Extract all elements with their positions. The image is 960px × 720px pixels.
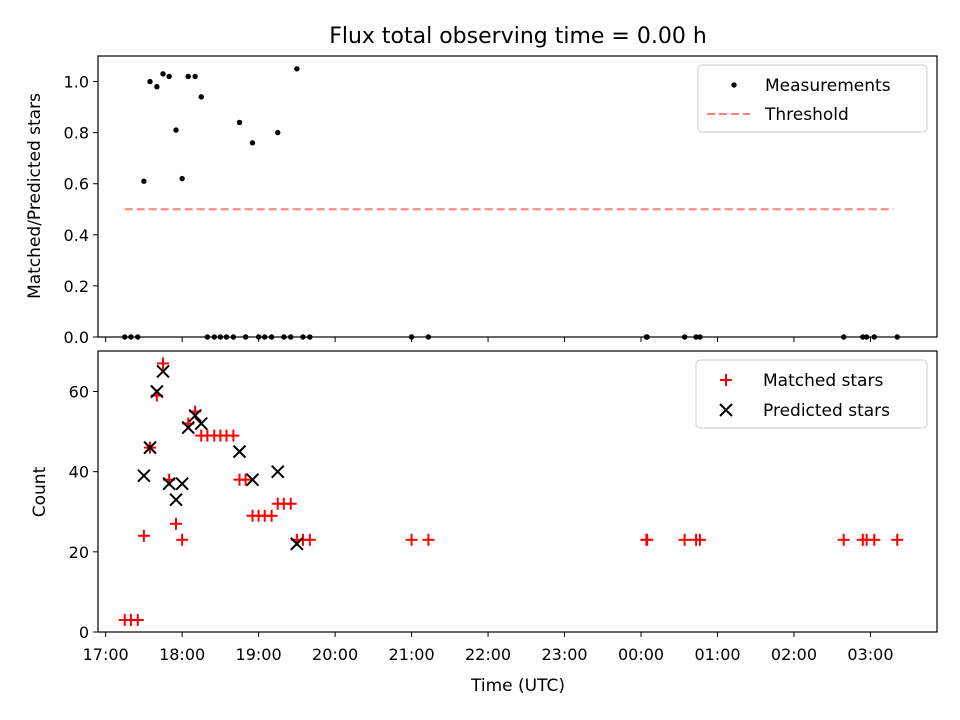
x-tick-label: 02:00 (771, 645, 817, 664)
measurement-point (166, 73, 172, 80)
legend-predicted-label: Predicted stars (763, 401, 890, 421)
matched-star-point (227, 429, 240, 442)
y-tick-label: 1.0 (64, 73, 89, 92)
predicted-star-point (188, 408, 202, 423)
measurement-point (198, 94, 204, 100)
measurement-point (294, 66, 300, 72)
measurement-point (160, 71, 166, 77)
measurement-point (249, 140, 256, 146)
bottom-xlabel: Time (UTC) (470, 676, 565, 696)
bottom-plot-marks (118, 357, 904, 626)
bottom-axes-frame (97, 350, 938, 633)
top-legend: Measurements Threshold (697, 64, 928, 133)
y-tick-label: 40 (69, 463, 89, 482)
predicted-star-point (194, 416, 208, 431)
predicted-star-point (181, 420, 195, 435)
matched-star-point (265, 509, 278, 522)
measurement-point (173, 127, 179, 133)
legend-measurement-marker (731, 82, 737, 88)
predicted-star-point (143, 440, 157, 455)
top-legend-box (697, 64, 928, 133)
matched-star-point (693, 533, 706, 546)
x-tick-label: 23:00 (541, 645, 587, 664)
chart-title: Flux total observing time = 0.00 h (329, 24, 707, 49)
legend-matched-label: Matched stars (763, 371, 883, 391)
predicted-star-point (232, 444, 247, 459)
predicted-star-point (156, 364, 170, 379)
y-tick-label: 0.0 (64, 328, 89, 347)
y-tick-label: 0.4 (64, 226, 89, 245)
top-ylabel: Matched/Predicted stars (25, 93, 45, 299)
matched-star-point (405, 533, 418, 546)
y-tick-label: 0.2 (64, 277, 89, 296)
matched-star-point (868, 533, 881, 546)
legend-predicted-marker (719, 403, 733, 417)
y-tick-label: 0 (79, 623, 89, 642)
x-tick-label: 17:00 (83, 645, 129, 664)
x-tick-label: 20:00 (312, 645, 358, 664)
y-tick-label: 0.8 (64, 124, 89, 143)
x-tick-label: 18:00 (159, 645, 205, 664)
matched-star-point (284, 497, 297, 510)
predicted-star-point (245, 472, 260, 487)
bottom-x-ticks: 17:00 18:00 19:00 20:00 21:00 22:00 23:00 00:00… (83, 632, 894, 664)
matched-star-point (157, 357, 170, 370)
predicted-star-point (175, 476, 189, 491)
predicted-star-point (150, 384, 164, 399)
y-tick-label: 60 (69, 382, 89, 401)
predicted-star-point (137, 468, 151, 483)
matched-star-point (137, 529, 150, 542)
matched-star-point (176, 533, 189, 546)
bottom-panel: Count 0 20 40 60 17:00 18:00 19:00 20:00 21:00 2… (30, 350, 938, 696)
predicted-star-point (271, 464, 285, 479)
bottom-y-ticks: 0 20 40 60 (69, 382, 98, 642)
top-axes-frame (97, 55, 938, 338)
predicted-star-point (169, 493, 183, 507)
measurement-point (179, 175, 185, 182)
y-tick-label: 20 (69, 543, 89, 562)
x-tick-label: 00:00 (618, 645, 664, 664)
matched-star-point (170, 517, 183, 530)
bottom-legend: Matched stars Predicted stars (695, 359, 928, 429)
matched-star-point (303, 533, 316, 546)
measurement-point (192, 73, 198, 80)
x-tick-label: 01:00 (694, 645, 740, 664)
predicted-star-point (290, 537, 304, 551)
matched-star-point (891, 533, 904, 546)
y-tick-label: 0.6 (64, 175, 89, 194)
matched-star-point (678, 533, 691, 546)
matched-star-point (131, 613, 144, 626)
top-y-ticks: 0.0 0.2 0.4 0.6 0.8 1.0 (64, 73, 98, 347)
legend-measurements-label: Measurements (765, 76, 891, 96)
matched-star-point (422, 533, 435, 546)
x-tick-label: 21:00 (389, 645, 435, 664)
measurement-point (236, 119, 243, 126)
predicted-star-point (162, 476, 176, 491)
measurement-point (141, 178, 147, 184)
measurement-point (275, 129, 281, 136)
bottom-legend-box (695, 359, 928, 429)
x-tick-label: 03:00 (847, 645, 893, 664)
bottom-ylabel: Count (30, 466, 50, 517)
measurement-point (154, 83, 160, 90)
measurement-point (185, 73, 191, 80)
top-x-ticks (105, 337, 871, 342)
matched-star-point (641, 533, 654, 546)
matched-star-point (239, 473, 252, 486)
measurement-point (147, 78, 153, 85)
legend-matched-marker (720, 374, 732, 386)
x-tick-label: 19:00 (236, 645, 282, 664)
matched-star-point (837, 533, 850, 546)
top-panel: Matched/Predicted stars 0.0 0.2 0.4 0.6 0.8 1… (25, 55, 938, 347)
legend-threshold-label: Threshold (764, 105, 849, 125)
x-tick-label: 22:00 (465, 645, 511, 664)
